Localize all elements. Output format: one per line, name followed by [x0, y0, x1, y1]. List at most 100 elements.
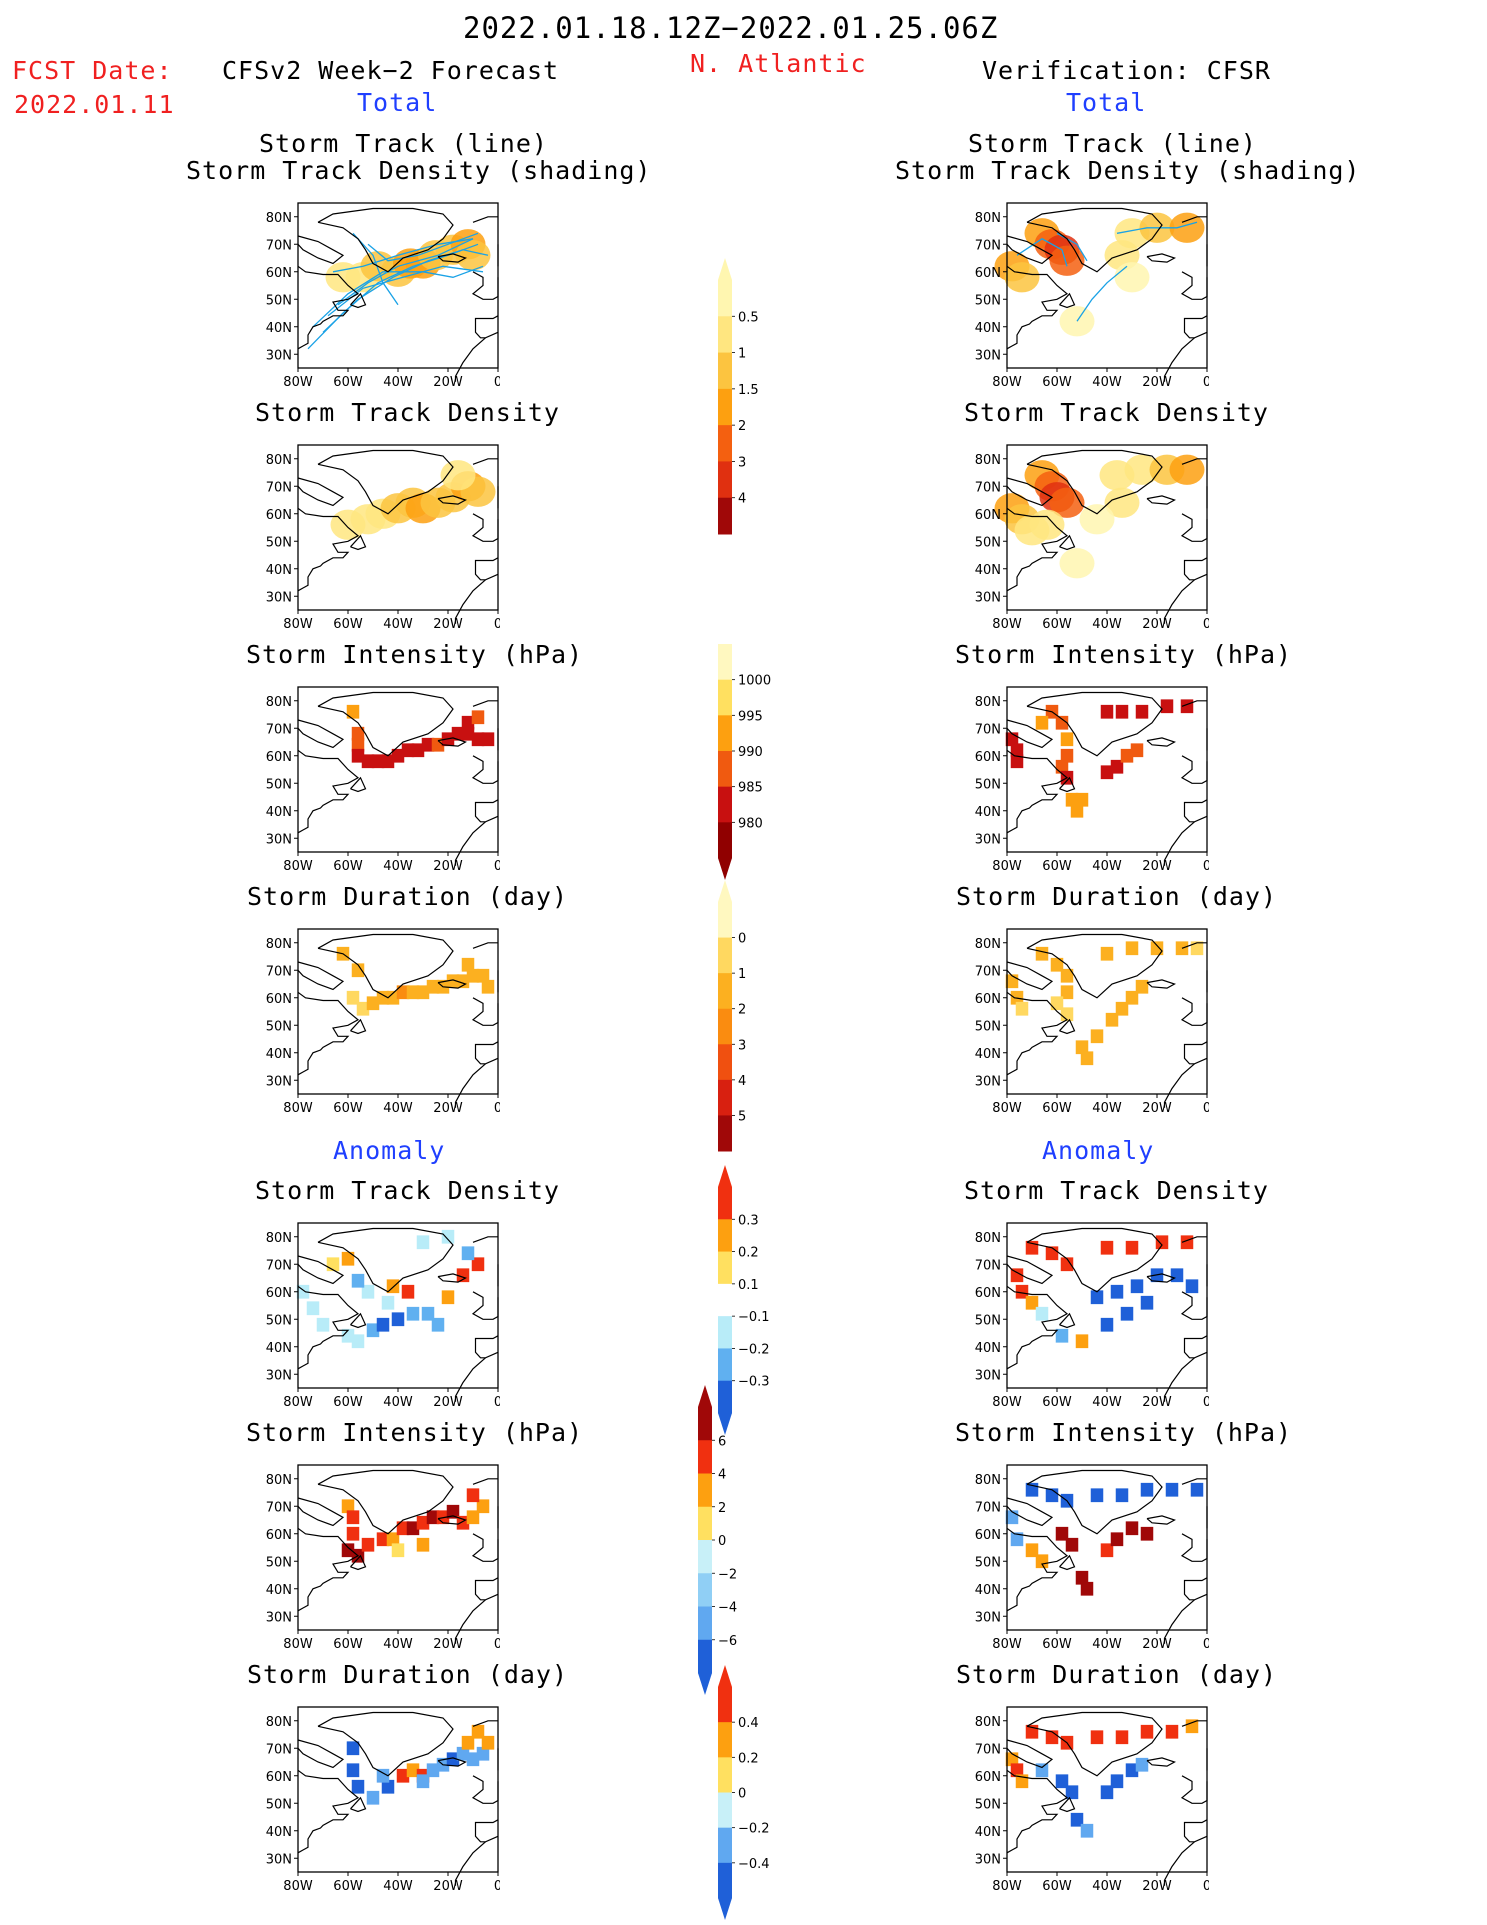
colorbar-segment	[698, 1506, 712, 1541]
lon-tick-label: 20W	[433, 375, 463, 390]
density-blob	[1004, 262, 1040, 293]
colorbar-label: 0.2	[738, 1751, 759, 1766]
colorbar-segment	[718, 679, 732, 716]
grid-cell	[366, 1790, 380, 1805]
grid-cell	[1075, 792, 1089, 807]
grid-cell	[391, 1312, 405, 1327]
lat-tick-label: 70N	[266, 964, 292, 979]
grid-cell	[1100, 704, 1114, 719]
coastline-iceland	[437, 1515, 468, 1525]
coastline-africa	[1163, 821, 1195, 866]
grid-cell	[1035, 946, 1049, 961]
grid-cell	[466, 1488, 480, 1503]
grid-cell	[416, 1774, 430, 1789]
grid-cell	[316, 1317, 330, 1332]
colorbar-segment	[718, 902, 732, 939]
map-cells	[346, 704, 495, 769]
coastline-svalbard	[472, 1236, 498, 1243]
lat-tick-label: 70N	[266, 1500, 292, 1515]
colorbar-segment	[718, 316, 732, 354]
grid-cell	[446, 974, 460, 989]
colorbar-segment	[718, 1687, 732, 1723]
lon-tick-label: 80W	[992, 617, 1022, 632]
colorbar-label: 4	[718, 1468, 726, 1483]
grid-cell	[1065, 792, 1079, 807]
map-cells	[330, 460, 496, 540]
lat-tick-label: 70N	[975, 1742, 1001, 1757]
map-cells	[296, 1229, 485, 1349]
density-blob	[1114, 262, 1150, 293]
coastline-newfoundland	[350, 534, 367, 551]
lon-tick-label: 80W	[283, 1395, 313, 1410]
colorbar-segment	[718, 973, 732, 1010]
lat-tick-label: 60N	[975, 1286, 1001, 1301]
grid-cell	[1125, 941, 1139, 956]
grid-cell	[1050, 996, 1064, 1011]
map-cells	[994, 212, 1205, 337]
colorbar-segment	[718, 1008, 732, 1045]
coastline-newfoundland	[350, 1312, 367, 1329]
lat-tick-label: 40N	[266, 1341, 292, 1356]
grid-cell	[1110, 759, 1124, 774]
colorbar-label: 1	[738, 347, 746, 362]
grid-cell	[441, 1229, 455, 1244]
grid-cell	[461, 715, 475, 730]
grid-cell	[361, 1537, 375, 1552]
grid-cell	[456, 974, 470, 989]
lat-tick-label: 60N	[266, 750, 292, 765]
grid-cell	[391, 1543, 405, 1558]
grid-cell	[1055, 715, 1069, 730]
map-verification-duration-anomaly: 80N 70N 60N 50N 40N 30N 80W 60W 40W 20W 0	[975, 1706, 1209, 1894]
lat-tick-label: 70N	[266, 1742, 292, 1757]
grid-cell	[451, 726, 465, 741]
panel-title-duration-anom-left: Storm Duration (day)	[247, 1660, 569, 1689]
lat-tick-label: 60N	[266, 1528, 292, 1543]
coastline-europe	[471, 513, 499, 542]
coastline-svalbard	[1181, 1720, 1207, 1727]
coastline-greenland	[1026, 449, 1163, 515]
lat-tick-label: 30N	[975, 1610, 1001, 1625]
coastline-europe	[1180, 271, 1208, 300]
map-verification-intensity-anomaly: 80N 70N 60N 50N 40N 30N 80W 60W 40W 20W 0	[975, 1464, 1209, 1652]
colorbar-segment	[718, 786, 732, 823]
grid-cell	[1075, 1570, 1089, 1585]
coastline-svalbard	[472, 216, 498, 223]
lon-tick-label: 0	[1203, 1395, 1209, 1410]
colorbar-label: 985	[738, 781, 763, 796]
coastline-baffin	[297, 1497, 345, 1527]
map-forecast-density: 80N 70N 60N 50N 40N 30N 80W 60W 40W 20W 0	[266, 444, 500, 632]
grid-cell	[1165, 1724, 1179, 1739]
grid-cell	[1065, 1785, 1079, 1800]
fcst-label: FCST Date:	[12, 56, 173, 85]
map-forecast-track: 80N 70N 60N 50N 40N 30N 80W 60W 40W 20W 0	[266, 202, 500, 390]
colorbar-arrow-bottom	[698, 1673, 712, 1695]
coastline-iceland	[437, 495, 468, 505]
map-forecast-intensity-anomaly: 80N 70N 60N 50N 40N 30N 80W 60W 40W 20W 0	[266, 1464, 500, 1652]
map-forecast-density-anomaly: 80N 70N 60N 50N 40N 30N 80W 60W 40W 20W 0	[266, 1222, 500, 1410]
colorbar-arrow-top	[698, 1385, 712, 1407]
coastline-iberia	[1183, 1577, 1208, 1601]
lat-tick-label: 70N	[266, 722, 292, 737]
colorbar-intensity-anomaly: 6 4 2 0 −2 −4 −6	[698, 1385, 737, 1695]
grid-cell	[1090, 1730, 1104, 1745]
map-cells	[1005, 941, 1204, 1066]
lon-tick-label: 40W	[1092, 1101, 1122, 1116]
coastline-greenland	[1026, 207, 1163, 273]
lon-tick-label: 60W	[1042, 1101, 1072, 1116]
lon-tick-label: 40W	[383, 1395, 413, 1410]
coastline-labrador	[297, 507, 360, 592]
grid-cell	[341, 1251, 355, 1266]
grid-cell	[481, 1735, 495, 1750]
grid-cell	[1090, 1029, 1104, 1044]
colorbar-arrow-top	[718, 258, 732, 280]
lat-tick-label: 70N	[266, 1258, 292, 1273]
colorbar-segment	[718, 388, 732, 426]
grid-cell	[1010, 1532, 1024, 1547]
colorbar-label: −4	[718, 1601, 737, 1616]
grid-cell	[1150, 941, 1164, 956]
lat-tick-label: 80N	[266, 937, 292, 952]
colorbar-label: 995	[738, 709, 763, 724]
storm-track-line	[352, 232, 399, 306]
coastline-greenland	[1026, 1227, 1163, 1293]
coastline-baffin	[297, 477, 345, 507]
